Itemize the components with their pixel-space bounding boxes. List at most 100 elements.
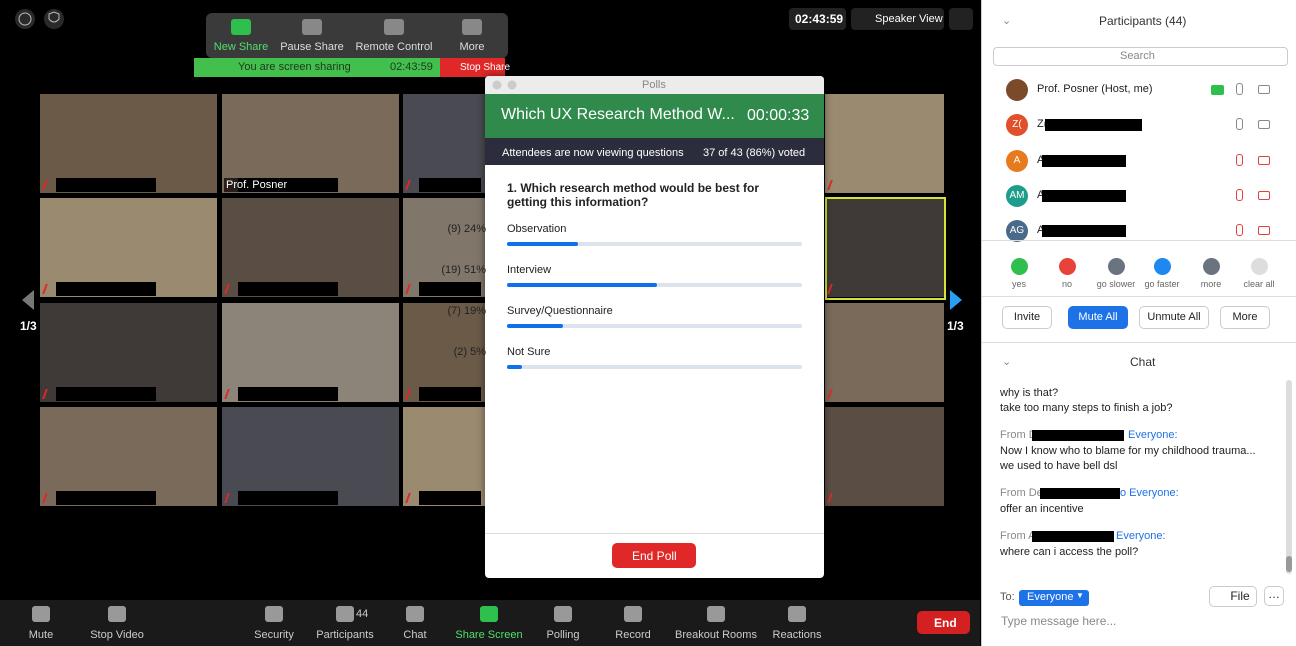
name-redaction xyxy=(419,387,481,401)
result-track xyxy=(507,365,802,369)
message-to: Everyone: xyxy=(1116,530,1166,542)
panel-button[interactable]: More xyxy=(1220,306,1270,329)
prev-page[interactable] xyxy=(18,288,38,312)
share-icon[interactable] xyxy=(462,19,482,35)
search-box[interactable] xyxy=(993,47,1288,66)
avatar: AM xyxy=(1006,184,1028,207)
name-redaction xyxy=(56,282,156,296)
name-redaction xyxy=(419,178,481,192)
reaction-label: no xyxy=(1061,279,1072,289)
divider xyxy=(982,342,1296,343)
reaction-label: go faster xyxy=(1144,279,1180,289)
reaction-icon[interactable] xyxy=(1203,258,1220,275)
end-button[interactable] xyxy=(917,611,970,634)
panel-button[interactable]: Mute All xyxy=(1068,306,1128,329)
result-bar xyxy=(507,365,522,369)
toolbar-icon[interactable] xyxy=(108,606,126,622)
end-poll-label: End Poll xyxy=(632,549,677,563)
name-redaction xyxy=(56,178,156,192)
toolbar-label: Participants xyxy=(316,629,374,641)
divider xyxy=(982,240,1296,241)
panel-button[interactable]: Unmute All xyxy=(1139,306,1209,329)
toolbar-icon[interactable] xyxy=(32,606,50,622)
option-result: (2) 5% xyxy=(453,346,486,358)
meeting-timer: 02:43:59 xyxy=(795,12,844,26)
share-label: New Share xyxy=(213,41,269,53)
divider xyxy=(982,296,1296,297)
video-icon xyxy=(1258,85,1270,94)
divider xyxy=(485,533,824,534)
reaction-icon[interactable] xyxy=(1251,258,1268,275)
share-icon[interactable] xyxy=(384,19,404,35)
message-input[interactable]: Type message here... xyxy=(1001,614,1117,628)
toolbar-icon[interactable] xyxy=(788,606,806,622)
share-icon[interactable] xyxy=(302,19,322,35)
video-icon xyxy=(1258,226,1270,236)
video-tile xyxy=(40,407,217,506)
option-label: Not Sure xyxy=(507,346,551,358)
file-button[interactable]: File xyxy=(1209,586,1257,607)
fullscreen-button[interactable] xyxy=(949,8,973,30)
reaction-icon[interactable] xyxy=(1154,258,1171,275)
reaction-icon[interactable] xyxy=(1011,258,1028,275)
name-redaction xyxy=(238,387,338,401)
toolbar-icon[interactable] xyxy=(707,606,725,622)
mic-icon xyxy=(1236,118,1243,131)
mic-icon xyxy=(1236,188,1243,201)
dropdown-icon: ▼ xyxy=(1076,591,1084,600)
poll-titlebar xyxy=(485,76,824,94)
name-redaction xyxy=(1042,225,1126,238)
collapse-icon[interactable]: ⌄ xyxy=(1002,356,1012,368)
video-tile xyxy=(403,198,485,297)
to-label: To: xyxy=(1000,591,1015,603)
toolbar-icon[interactable] xyxy=(480,606,498,622)
truncated-line xyxy=(1000,372,1210,376)
participant-name: A xyxy=(1037,188,1045,201)
video-tile xyxy=(825,198,944,297)
stop-share-button[interactable] xyxy=(440,58,505,77)
toolbar-icon[interactable] xyxy=(336,606,354,622)
result-bar xyxy=(507,242,578,246)
option-label: Survey/Questionnaire xyxy=(507,305,613,317)
poll-voted: 37 of 43 (86%) voted xyxy=(703,147,806,159)
mic-icon xyxy=(1236,153,1243,166)
reaction-icon[interactable] xyxy=(1108,258,1125,275)
end-poll-button[interactable] xyxy=(612,543,696,568)
message-from: From A xyxy=(1000,530,1036,542)
next-page[interactable] xyxy=(946,288,966,312)
meeting-area: New Share Pause Share Remote Control More Y… xyxy=(0,8,980,646)
share-icon[interactable] xyxy=(231,19,251,35)
option-label: Observation xyxy=(507,223,567,235)
option-label: Interview xyxy=(507,264,552,276)
toolbar-icon[interactable] xyxy=(624,606,642,622)
toolbar-icon[interactable] xyxy=(554,606,572,622)
more-button[interactable]: … xyxy=(1264,586,1284,606)
toolbar-icon[interactable] xyxy=(406,606,424,622)
message-text: why is that? xyxy=(1000,387,1059,399)
share-toolbar xyxy=(206,13,508,58)
view-button[interactable] xyxy=(851,8,944,30)
poll-header xyxy=(485,94,824,138)
recipient: Everyone xyxy=(1027,591,1074,603)
video-tile xyxy=(825,407,944,506)
option-result: (7) 19% xyxy=(447,305,486,317)
option-result: (19) 51% xyxy=(441,264,486,276)
message-from: From De xyxy=(1000,487,1043,499)
video-icon xyxy=(1258,190,1270,200)
reaction-icon[interactable] xyxy=(1059,258,1076,275)
search-placeholder: Search xyxy=(1120,50,1155,62)
avatar: Z( xyxy=(1006,114,1028,137)
collapse-icon[interactable]: ⌄ xyxy=(1002,15,1012,27)
recipient-select[interactable] xyxy=(1019,590,1089,606)
panel-button[interactable]: Invite xyxy=(1002,306,1052,329)
toolbar-icon[interactable] xyxy=(265,606,283,622)
video-tile xyxy=(825,94,944,193)
video-tile xyxy=(403,407,485,506)
video-tile xyxy=(222,94,399,193)
toolbar-label: Stop Video xyxy=(90,629,144,641)
speaker-name: Prof. Posner xyxy=(226,179,288,191)
participants-title: Participants (44) xyxy=(1099,14,1187,28)
poll-title: Which UX Research Method W... xyxy=(501,106,735,123)
video-tile xyxy=(825,303,944,402)
